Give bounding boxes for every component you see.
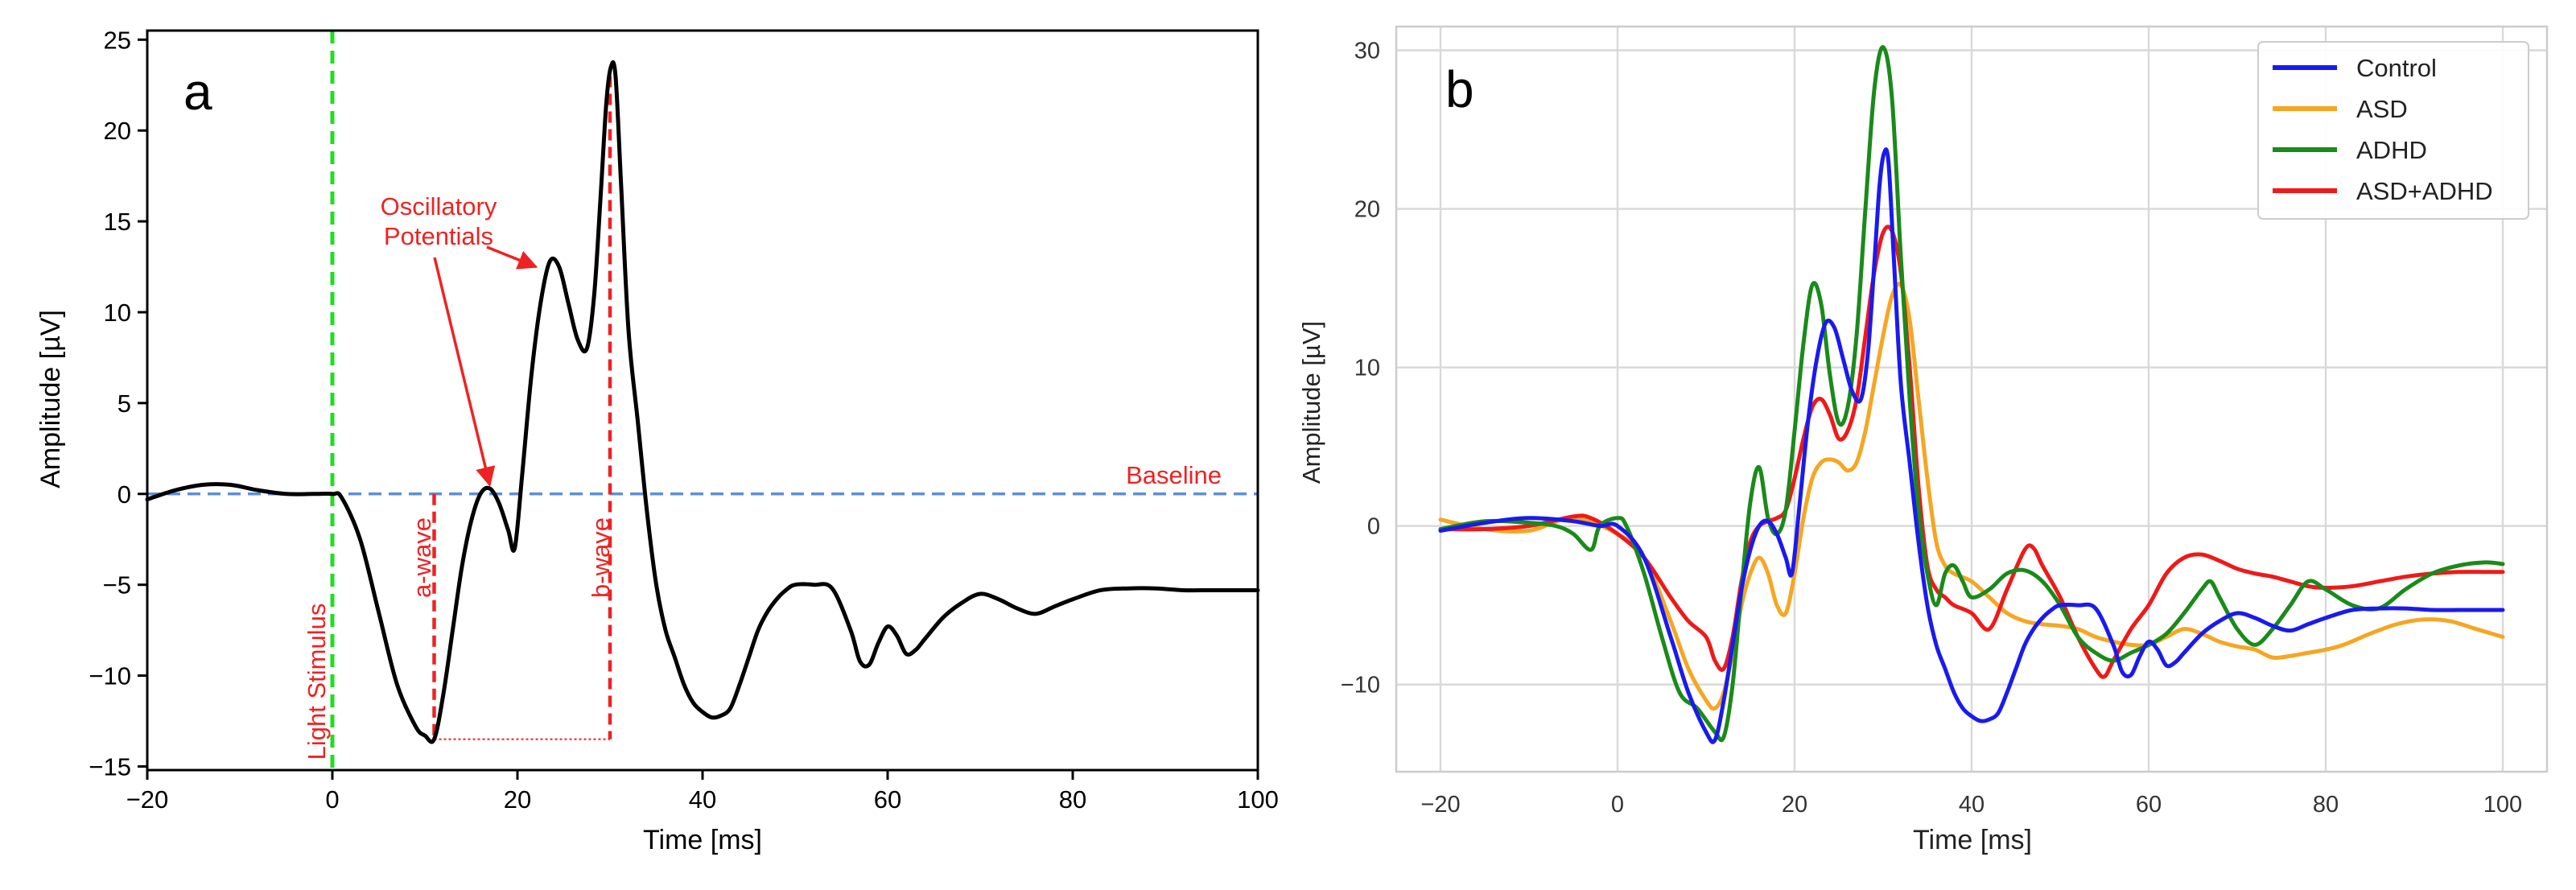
panel-a-y-tick-label: −10 xyxy=(89,662,131,690)
baseline-label: Baseline xyxy=(1126,461,1222,489)
panel-b-y-tick-label: 10 xyxy=(1354,356,1380,381)
panel-b-x-tick-label: 80 xyxy=(2313,792,2339,818)
panel-a-y-tick-label: 5 xyxy=(117,389,131,418)
panel-a-y-tick-label: 10 xyxy=(104,299,131,327)
legend-frame xyxy=(2257,41,2529,220)
panel-a-y-axis-title: Amplitude [µV] xyxy=(35,310,66,488)
a-wave-label: a-wave xyxy=(408,517,436,598)
panel-b: −20 0 20 40 60 80 100 −10 0 10 20 30 b Time [ms] Am… xyxy=(1297,25,2549,855)
panel-b-x-tick-label: 0 xyxy=(1611,792,1624,818)
panel-b-x-tick-label: −20 xyxy=(1420,792,1460,818)
panel-b-y-tick-label: 30 xyxy=(1354,39,1380,64)
op-arrow-2 xyxy=(486,245,538,270)
erg-waveform-line xyxy=(145,60,1260,744)
panel-a-x-tick-label: 80 xyxy=(1059,785,1086,814)
panel-b-y-tick-label: 0 xyxy=(1367,514,1380,540)
b-wave-label: b-wave xyxy=(587,517,615,598)
legend-label-asd-adhd: ASD+ADHD xyxy=(2356,177,2493,205)
panel-a-x-tick-label: 60 xyxy=(874,785,901,814)
panel-a: −20 0 20 40 60 80 100 −15 −10 −5 0 5 10 15 20 25 a Base… xyxy=(35,26,1279,855)
legend-label-adhd: ADHD xyxy=(2356,136,2427,164)
panel-a-x-tick-label: −20 xyxy=(126,785,169,814)
panel-b-x-tick-label: 20 xyxy=(1782,792,1807,818)
series-line-adhd xyxy=(1438,45,2505,743)
panel-a-x-tick-label: 20 xyxy=(504,785,531,814)
oscillatory-potentials-label-line1: Oscillatory xyxy=(381,192,497,220)
light-stimulus-label: Light Stimulus xyxy=(303,604,331,760)
panel-b-label: b xyxy=(1445,60,1474,118)
panel-b-x-tick-label: 40 xyxy=(1959,792,1985,818)
panel-a-y-tick-label: −5 xyxy=(103,571,131,600)
panel-b-legend: Control ASD ADHD ASD+ADHD xyxy=(2257,41,2529,220)
panel-a-plot-area: −20 0 20 40 60 80 100 −15 −10 −5 0 5 10 15 20 25 xyxy=(89,26,1278,814)
panel-a-x-axis-title: Time [ms] xyxy=(643,825,762,855)
panel-a-x-tick-label: 100 xyxy=(1237,785,1279,814)
panel-b-y-tick-label: 20 xyxy=(1354,197,1380,223)
legend-label-asd: ASD xyxy=(2356,95,2408,123)
panel-a-label: a xyxy=(183,63,212,121)
panel-b-x-axis-title: Time [ms] xyxy=(1913,825,2032,855)
panel-b-x-tick-label: 60 xyxy=(2136,792,2162,818)
oscillatory-potentials-label-line2: Potentials xyxy=(384,222,493,250)
panel-a-x-tick-label: 0 xyxy=(325,785,339,814)
panel-a-y-tick-label: 20 xyxy=(104,117,131,145)
panel-b-x-tick-label: 100 xyxy=(2483,792,2522,818)
legend-label-control: Control xyxy=(2356,54,2437,82)
panel-a-x-tick-label: 40 xyxy=(689,785,716,814)
panel-b-y-axis-title: Amplitude [µV] xyxy=(1297,321,1325,484)
panel-a-y-tick-label: 0 xyxy=(117,480,131,509)
series-line-asd-adhd xyxy=(1438,225,2505,679)
panel-a-y-tick-label: 15 xyxy=(104,208,131,236)
op-arrow-1 xyxy=(433,257,496,487)
series-line-control xyxy=(1438,147,2505,744)
panel-a-y-tick-label: 25 xyxy=(104,26,131,54)
panel-b-axes-frame xyxy=(1395,25,2549,773)
panel-b-y-tick-label: −10 xyxy=(1341,673,1380,698)
panel-a-y-tick-label: −15 xyxy=(89,752,131,781)
